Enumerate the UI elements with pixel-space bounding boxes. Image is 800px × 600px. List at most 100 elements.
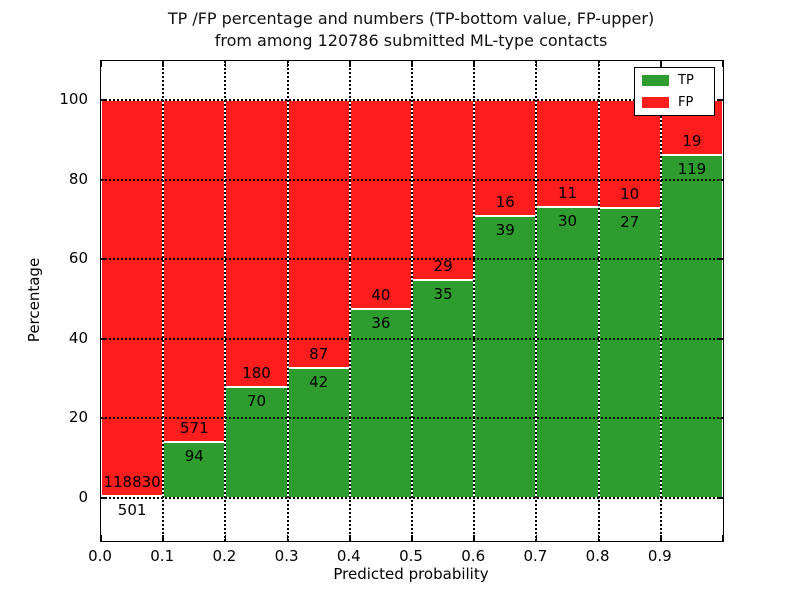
x-tick-label: 0.4 [336, 547, 361, 565]
y-tick-label: 0 [78, 488, 88, 506]
fp-count-label: 571 [179, 418, 209, 437]
x-tick-label: 0.1 [150, 547, 175, 565]
y-tick-mark [101, 417, 107, 420]
x-tick-mark [597, 535, 600, 541]
x-tick-label: 0.6 [461, 547, 486, 565]
y-tick-mark [717, 178, 723, 181]
chart-title-line1: TP /FP percentage and numbers (TP-bottom… [167, 9, 655, 28]
tp-count-label: 27 [620, 212, 640, 231]
y-tick-mark [717, 99, 723, 101]
y-tick-mark [101, 99, 107, 101]
x-tick-mark [722, 535, 724, 541]
fp-count-label: 11 [557, 183, 578, 202]
x-tick-mark [349, 535, 351, 541]
fp-bar-segment [287, 100, 350, 369]
x-tick-mark [660, 61, 662, 67]
grid-line-vertical [162, 61, 165, 541]
x-tick-mark [224, 61, 227, 67]
fp-bar-segment [163, 100, 226, 442]
y-tick-label: 20 [68, 408, 88, 427]
x-tick-label: 0.5 [399, 547, 423, 565]
x-tick-mark [660, 535, 662, 541]
grid-line-vertical [535, 61, 538, 541]
y-tick-mark [101, 338, 107, 340]
tp-count-label: 70 [246, 391, 267, 410]
fp-bar-segment [349, 100, 412, 310]
x-tick-mark [411, 61, 413, 67]
y-tick-label: 80 [68, 169, 88, 188]
y-tick-mark [717, 497, 723, 499]
legend-row-fp: FP [642, 95, 708, 110]
tp-bar-segment [412, 280, 475, 498]
fp-count-label: 118830 [103, 473, 161, 492]
tp-count-label: 501 [117, 501, 147, 520]
x-tick-label: 0.9 [647, 547, 672, 565]
legend: TP FP [634, 67, 715, 116]
x-tick-mark [473, 535, 475, 541]
grid-line-vertical [224, 61, 227, 541]
x-tick-mark [349, 61, 351, 67]
y-tick-label: 100 [59, 90, 88, 108]
fp-bar-segment [225, 100, 288, 387]
grid-line-horizontal [101, 99, 723, 101]
fp-bar-segment [101, 100, 164, 497]
legend-row-tp: TP [642, 73, 708, 88]
fp-color-swatch [642, 97, 669, 108]
tp-count-label: 94 [184, 446, 204, 465]
grid-line-horizontal [101, 497, 723, 499]
x-tick-label: 0.2 [212, 547, 237, 565]
grid-line-vertical [659, 61, 662, 541]
y-tick-label: 60 [68, 249, 88, 268]
y-tick-mark [717, 258, 723, 260]
fp-bar-segment [598, 100, 661, 208]
y-tick-mark [101, 178, 107, 181]
y-tick-mark [717, 417, 723, 420]
y-tick-mark [101, 258, 107, 260]
fp-count-label: 29 [433, 257, 453, 276]
legend-label-fp: FP [678, 95, 694, 110]
grid-line-horizontal [101, 178, 723, 181]
x-tick-mark [473, 61, 475, 67]
x-tick-label: 0.7 [523, 547, 548, 565]
tp-count-label: 42 [309, 373, 329, 392]
fp-bar-segment [412, 100, 475, 281]
fp-bar-segment [474, 100, 537, 216]
grid-line-vertical [348, 61, 351, 541]
tp-count-label: 39 [495, 220, 515, 239]
tp-bar-segment [598, 207, 661, 498]
grid-line-horizontal [101, 417, 723, 420]
x-tick-label: 0.3 [274, 547, 299, 565]
y-tick-mark [717, 338, 723, 340]
fp-bar-segment [536, 100, 599, 207]
x-tick-mark [100, 61, 102, 67]
tp-bar-segment [660, 154, 723, 498]
x-tick-mark [162, 61, 164, 67]
grid-line-vertical [411, 61, 413, 541]
y-tick-mark [101, 497, 107, 499]
x-tick-mark [411, 535, 413, 541]
tp-color-swatch [642, 75, 669, 86]
x-axis-label: Predicted probability [333, 565, 489, 583]
x-tick-mark [722, 61, 724, 67]
x-tick-mark [597, 61, 600, 67]
tp-count-label: 36 [371, 314, 391, 333]
x-tick-mark [162, 535, 164, 541]
chart-title-line2: from among 120786 submitted ML-type cont… [214, 31, 608, 50]
legend-label-tp: TP [678, 73, 694, 88]
x-tick-mark [286, 61, 289, 67]
tp-count-label: 35 [433, 285, 453, 304]
tp-count-label: 119 [677, 159, 707, 178]
fp-count-label: 19 [682, 131, 702, 150]
plot-area: TP FP 118830 501 571 94 180 70 87 42 40 36 29 35 16 3… [100, 60, 724, 542]
grid-line-vertical [286, 61, 289, 541]
fp-count-label: 40 [371, 286, 391, 305]
fp-count-label: 180 [242, 363, 271, 382]
x-tick-mark [286, 535, 289, 541]
grid-line-horizontal [101, 258, 723, 261]
x-tick-mark [535, 61, 538, 67]
fp-count-label: 87 [309, 345, 329, 364]
grid-line-vertical [597, 61, 600, 541]
x-tick-mark [535, 535, 538, 541]
x-tick-mark [224, 535, 227, 541]
